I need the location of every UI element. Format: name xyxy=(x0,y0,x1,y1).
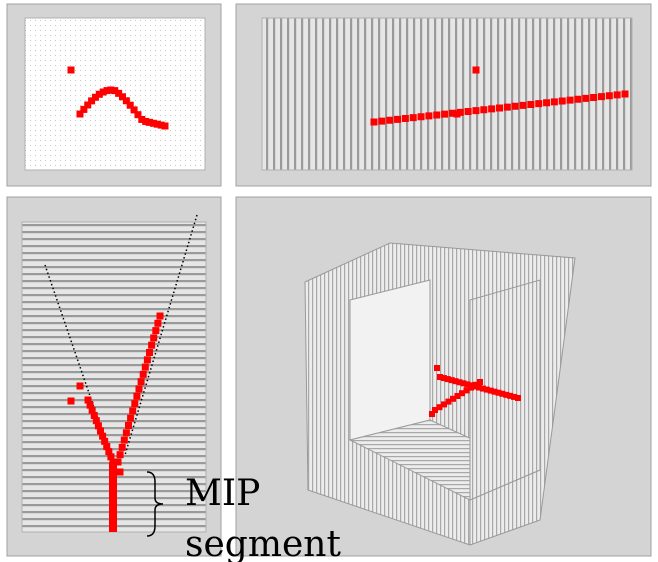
hit xyxy=(418,113,425,120)
hit xyxy=(472,107,479,114)
hit xyxy=(590,94,597,101)
hit xyxy=(567,97,574,104)
hit xyxy=(429,411,435,417)
hit xyxy=(454,111,461,118)
hit xyxy=(441,111,448,118)
hit xyxy=(162,123,169,130)
hit xyxy=(582,95,589,102)
hit xyxy=(606,92,613,99)
hit xyxy=(157,313,164,320)
page: {"annotation": {"line1": "MIP", "line2":… xyxy=(0,0,658,562)
hit xyxy=(77,383,84,390)
hit xyxy=(551,98,558,105)
hit xyxy=(488,105,495,112)
hit xyxy=(68,398,75,405)
hit xyxy=(129,407,136,414)
hit xyxy=(622,91,629,98)
hit xyxy=(144,356,151,363)
hit xyxy=(527,101,534,108)
hit xyxy=(410,114,417,121)
hit xyxy=(68,67,75,74)
hit xyxy=(142,364,149,371)
hit xyxy=(434,365,440,371)
hit xyxy=(154,320,161,327)
panel-top-right xyxy=(262,18,632,170)
hit xyxy=(425,112,432,119)
hit xyxy=(117,451,124,458)
hit xyxy=(146,349,153,356)
hit xyxy=(543,99,550,106)
annotation-line2: segment xyxy=(185,524,341,562)
hit xyxy=(119,444,126,451)
hit xyxy=(473,67,480,74)
hit xyxy=(520,102,527,109)
hit xyxy=(150,334,157,341)
hit xyxy=(504,104,511,111)
hit xyxy=(371,119,378,126)
hit xyxy=(125,422,132,429)
figure: MIP segment xyxy=(0,0,658,562)
hit xyxy=(480,106,487,113)
hit xyxy=(148,342,155,349)
hit xyxy=(512,103,519,110)
hit xyxy=(465,108,472,115)
annotation-line1: MIP xyxy=(185,473,260,514)
hit xyxy=(402,115,409,122)
hit xyxy=(140,371,147,378)
hit xyxy=(117,469,124,476)
hit xyxy=(614,91,621,98)
hit xyxy=(496,105,503,112)
hit xyxy=(123,429,130,436)
hit xyxy=(133,393,140,400)
hit xyxy=(559,98,566,105)
hit xyxy=(136,386,143,393)
hit xyxy=(386,117,393,124)
hit xyxy=(127,415,134,422)
hit xyxy=(574,96,581,103)
hit xyxy=(121,437,128,444)
hit xyxy=(378,118,385,125)
hit xyxy=(109,524,117,532)
hit xyxy=(131,400,138,407)
hit xyxy=(433,112,440,119)
hit xyxy=(152,327,159,334)
hit xyxy=(138,378,145,385)
detector-box xyxy=(305,243,575,545)
hit xyxy=(394,116,401,123)
hit xyxy=(535,100,542,107)
hit xyxy=(598,93,605,100)
hit xyxy=(477,379,483,385)
hit xyxy=(515,395,521,401)
